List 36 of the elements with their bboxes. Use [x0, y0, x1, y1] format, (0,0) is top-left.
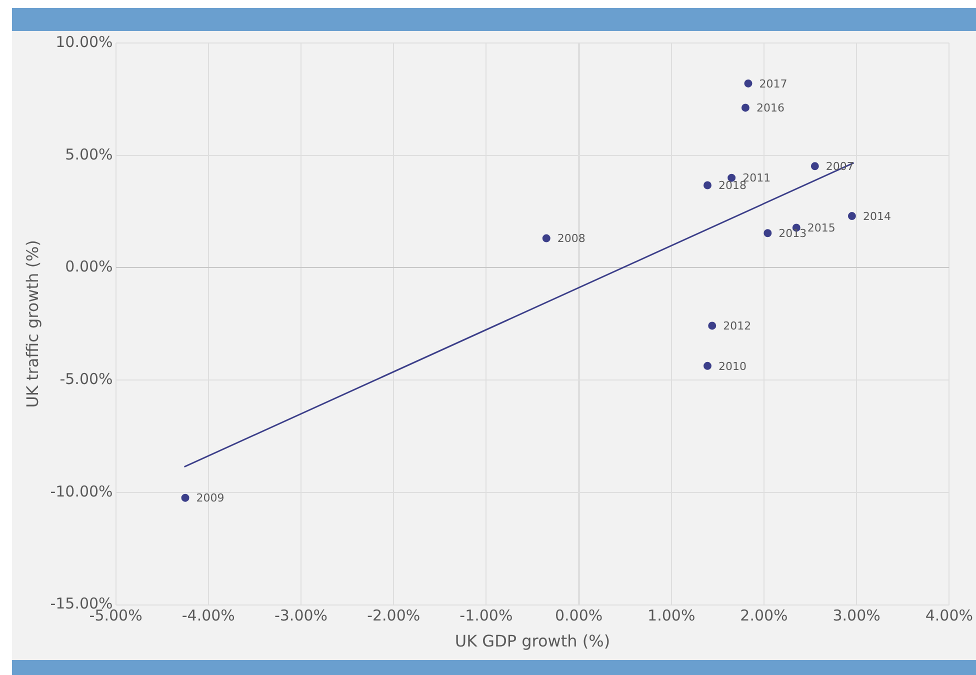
- annotation: 2010: [718, 360, 746, 373]
- x-tick-label: 1.00%: [648, 606, 696, 625]
- point: [542, 234, 550, 242]
- x-tick-label: -1.00%: [460, 606, 513, 625]
- y-tick-label: 0.00%: [65, 258, 113, 276]
- annotation: 2014: [862, 210, 891, 223]
- y-axis-title: UK traffic growth (%): [22, 240, 42, 408]
- point: [704, 181, 712, 190]
- x-tick-label: 3.00%: [832, 606, 880, 625]
- x-tick-label: -2.00%: [367, 606, 420, 625]
- x-tick-label: 2.00%: [740, 606, 788, 625]
- annotation: 2008: [557, 232, 586, 246]
- x-tick-label: -4.00%: [182, 606, 235, 625]
- y-tick-label: 10.00%: [56, 32, 113, 51]
- point: [764, 229, 772, 238]
- annotation: 2016: [756, 102, 784, 115]
- point: [810, 162, 819, 170]
- x-axis-title: UK GDP growth (%): [454, 632, 610, 651]
- annotation: 2012: [723, 320, 752, 333]
- annotation: 2018: [718, 179, 746, 192]
- point: [741, 104, 750, 112]
- x-tick-label: 4.00%: [925, 606, 973, 625]
- annotation: 2009: [196, 492, 224, 505]
- y-tick-label: -10.00%: [50, 482, 113, 500]
- x-tick-label: -3.00%: [274, 606, 328, 625]
- x-tick-label: 0.00%: [554, 606, 603, 625]
- y-tick-label: 5.00%: [65, 145, 113, 164]
- annotation: 2017: [759, 77, 788, 90]
- point: [704, 362, 712, 370]
- point: [848, 212, 856, 220]
- y-tick-label: -5.00%: [60, 370, 113, 388]
- point: [708, 322, 716, 330]
- annotation: 2013: [778, 226, 807, 240]
- point: [744, 79, 752, 88]
- annotation: 2015: [807, 222, 836, 235]
- point: [181, 494, 190, 502]
